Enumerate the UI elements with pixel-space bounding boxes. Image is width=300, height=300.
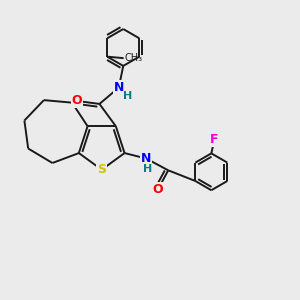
Text: H: H	[143, 164, 152, 174]
Text: N: N	[114, 81, 124, 94]
Text: H: H	[123, 91, 132, 101]
Text: S: S	[97, 163, 106, 176]
Text: CH₃: CH₃	[124, 53, 142, 63]
Text: O: O	[72, 94, 83, 107]
Text: F: F	[210, 134, 219, 146]
Text: N: N	[141, 152, 151, 165]
Text: O: O	[152, 183, 163, 196]
